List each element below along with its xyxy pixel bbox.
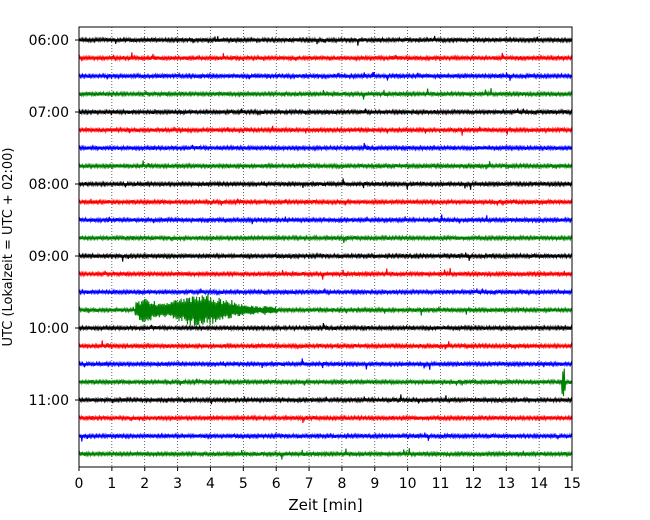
y-tick-label: 06:00 [29, 33, 69, 49]
trace-line [78, 52, 573, 62]
trace-line [78, 178, 573, 190]
x-axis-label: Zeit [min] [288, 496, 362, 514]
trace-line [78, 252, 573, 262]
y-tick-label: 07:00 [29, 105, 69, 121]
y-axis-label: UTC (Lokalzeit = UTC + 02:00) [1, 148, 16, 347]
trace-line [78, 214, 573, 225]
x-tick-label: 1 [107, 476, 116, 492]
trace-line [78, 125, 573, 136]
trace-line [78, 198, 573, 206]
x-tick-label: 5 [239, 476, 248, 492]
trace-line [78, 368, 573, 397]
x-tick-label: 0 [75, 476, 84, 492]
trace-line [78, 414, 573, 423]
x-tick-label: 13 [497, 476, 515, 492]
x-tick-label: 4 [206, 476, 215, 492]
x-tick-label: 10 [399, 476, 417, 492]
trace-line [78, 358, 573, 370]
trace-line [78, 323, 573, 332]
x-axis: 0 1 2 3 4 5 6 7 8 9 10 11 12 13 14 15 [75, 467, 581, 492]
plot-frame [78, 26, 573, 468]
trace-layer [78, 35, 573, 460]
y-tick-label: 10:00 [29, 321, 69, 337]
y-tick-label: 09:00 [29, 249, 69, 265]
trace-line [78, 108, 573, 116]
trace-line [78, 448, 573, 460]
x-tick-label: 14 [530, 476, 548, 492]
trace-line [78, 288, 573, 296]
trace-line [78, 394, 573, 405]
x-tick-label: 15 [563, 476, 581, 492]
trace-line [78, 143, 573, 152]
trace-line [78, 340, 573, 350]
x-tick-label: 2 [140, 476, 149, 492]
trace-line [78, 268, 573, 280]
x-tick-label: 9 [370, 476, 379, 492]
trace-line [78, 71, 573, 81]
x-tick-label: 12 [464, 476, 482, 492]
trace-line [78, 294, 573, 326]
trace-line [78, 234, 573, 243]
x-tick-label: 8 [337, 476, 346, 492]
x-tick-label: 3 [173, 476, 182, 492]
trace-line [78, 35, 573, 46]
y-tick-label: 11:00 [29, 393, 69, 409]
y-axis: 06:00 07:00 08:00 09:00 10:00 11:00 [29, 33, 79, 409]
trace-line [78, 160, 573, 170]
trace-line [78, 432, 573, 442]
x-tick-label: 6 [272, 476, 281, 492]
x-tick-label: 7 [305, 476, 314, 492]
y-tick-label: 08:00 [29, 177, 69, 193]
trace-line [78, 88, 573, 100]
x-tick-label: 11 [432, 476, 450, 492]
